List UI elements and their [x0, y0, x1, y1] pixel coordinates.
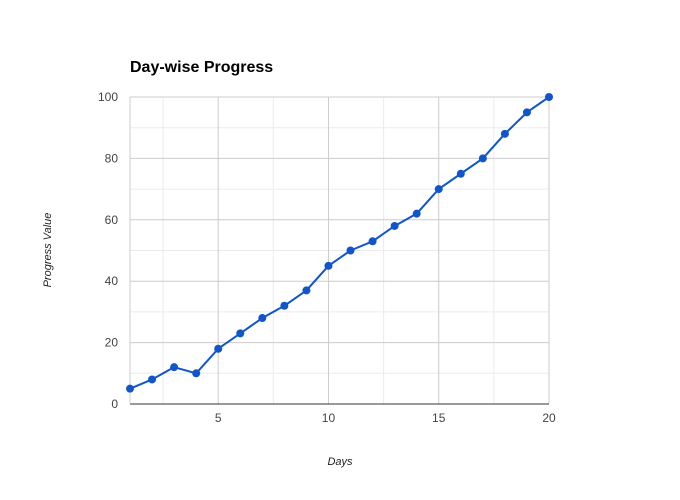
data-point [545, 93, 553, 101]
y-tick-label: 80 [105, 151, 119, 165]
x-tick-label: 20 [542, 411, 556, 425]
major-gridlines [130, 96, 550, 404]
data-point [412, 209, 421, 218]
minor-gridlines [130, 97, 549, 404]
data-point [368, 237, 377, 246]
x-axis-title: Days [327, 456, 353, 468]
data-point [500, 129, 509, 138]
data-point [236, 329, 245, 338]
data-point [148, 375, 157, 384]
data-point [126, 384, 134, 393]
axes [129, 97, 549, 405]
data-point [258, 314, 267, 323]
x-tick-label: 15 [432, 411, 446, 425]
y-tick-label: 0 [111, 397, 118, 411]
data-point [214, 344, 223, 353]
data-point [390, 221, 399, 230]
y-tick-label: 100 [98, 90, 118, 104]
x-tick-label: 10 [322, 411, 336, 425]
y-tick-label: 20 [105, 336, 119, 350]
data-point [302, 286, 311, 295]
x-tick-label: 5 [215, 411, 222, 425]
tick-labels: 5 10 15 20 0 20 40 60 80 100 [98, 90, 556, 425]
data-point [522, 108, 531, 117]
y-tick-label: 60 [105, 213, 119, 227]
y-axis-title: Progress Value [42, 213, 54, 288]
data-point [280, 301, 289, 310]
data-point [170, 363, 179, 372]
data-point [192, 369, 201, 378]
data-point [434, 185, 443, 194]
series-layer [126, 93, 553, 393]
chart-title: Day-wise Progress [130, 59, 273, 76]
data-point [346, 246, 355, 255]
data-point [478, 154, 487, 163]
series-line [129, 96, 550, 390]
data-point [456, 169, 465, 178]
data-point [324, 261, 333, 270]
y-tick-label: 40 [105, 274, 119, 288]
